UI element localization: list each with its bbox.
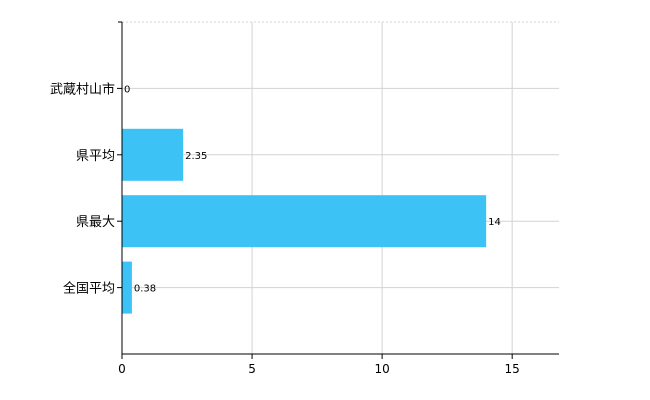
- data-label-3: 0.38: [134, 284, 156, 295]
- axes: [117, 21, 559, 359]
- category-label-0: 武蔵村山市: [50, 81, 115, 97]
- data-label-0: 0: [124, 84, 130, 95]
- bar-2: [122, 195, 487, 248]
- category-label-1: 県平均: [76, 149, 115, 164]
- category-label-3: 全国平均: [63, 281, 115, 297]
- labels: 0 5 10 15 武蔵村山市 0 県平均 2.35 県最大 14 全国平均 0.38: [50, 81, 520, 376]
- data-label-2: 14: [488, 217, 501, 228]
- x-tick-label-3: 15: [505, 362, 520, 376]
- x-tick-label-1: 5: [248, 362, 256, 376]
- x-tick-label-0: 0: [118, 362, 126, 376]
- x-tick-label-2: 10: [374, 362, 389, 376]
- bar-3: [122, 261, 132, 314]
- grid: [122, 21, 559, 354]
- data-label-1: 2.35: [185, 151, 207, 162]
- bars: [122, 128, 487, 314]
- category-label-2: 県最大: [76, 215, 115, 230]
- bar-1: [122, 128, 184, 181]
